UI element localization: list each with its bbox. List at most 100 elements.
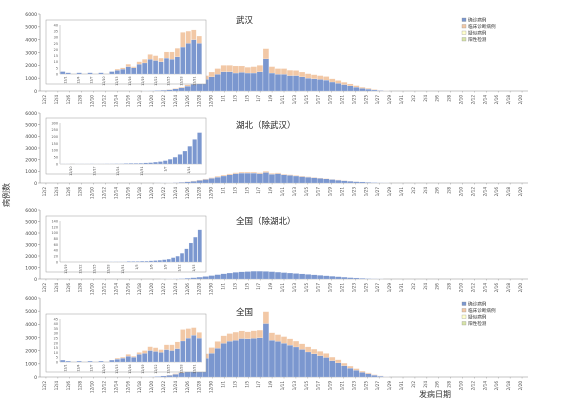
panel-title: 全国（除湖北） xyxy=(236,216,296,227)
panel-title: 湖北（除武汉） xyxy=(236,120,296,131)
x-tick-label: 1/13 xyxy=(292,381,297,391)
bar-confirmed xyxy=(256,271,263,280)
legend-label: 临床诊断病例 xyxy=(468,23,496,30)
legend-swatch xyxy=(461,301,467,306)
y-tick-label: 3000 xyxy=(25,146,37,152)
bar-clinical xyxy=(250,172,257,174)
inset-x-tick-label: 12/10 xyxy=(102,77,106,86)
inset-y-tick-label: 30 xyxy=(54,332,58,336)
y-tick-label: 2000 xyxy=(25,254,37,260)
inset-y-tick-label: 25 xyxy=(54,42,58,46)
bar-confirmed xyxy=(347,181,354,184)
x-tick-label: 1/11 xyxy=(280,283,285,293)
inset-y-tick-label: 0 xyxy=(56,72,58,76)
inset-bar-clinical xyxy=(120,357,126,359)
bar-confirmed xyxy=(256,337,263,378)
x-tick-label: 2/4 xyxy=(423,381,428,388)
bar-clinical xyxy=(238,330,245,339)
inset-y-tick-label: 60 xyxy=(54,243,58,247)
x-tick-label: 2/6 xyxy=(435,381,440,388)
bar-confirmed xyxy=(323,178,330,184)
x-tick-label: 2/16 xyxy=(494,187,499,197)
x-tick-label: 2/6 xyxy=(435,283,440,290)
x-tick-label: 1/23 xyxy=(351,187,356,197)
x-tick-label: 2/12 xyxy=(470,95,475,105)
x-tick-label: 1/29 xyxy=(387,283,392,293)
inset-bar-confirmed xyxy=(158,61,164,75)
inset-bar-confirmed xyxy=(171,257,176,263)
x-tick-label: 1/15 xyxy=(304,283,309,293)
x-tick-label: 12/8 xyxy=(78,381,83,391)
bar-clinical xyxy=(341,82,348,85)
bar-clinical xyxy=(262,171,269,173)
bar-clinical xyxy=(305,73,312,79)
x-tick-label: 2/18 xyxy=(506,283,511,293)
inset-bar-confirmed xyxy=(163,58,170,75)
x-tick-label: 2/12 xyxy=(470,283,475,293)
legend-swatch xyxy=(461,321,467,326)
bar-clinical xyxy=(353,368,360,371)
bar-confirmed xyxy=(317,355,324,378)
bar-confirmed xyxy=(281,174,287,184)
y-tick-label: 0 xyxy=(34,375,37,381)
bar-confirmed xyxy=(202,276,209,280)
bar-confirmed xyxy=(256,173,263,184)
x-tick-label: 12/10 xyxy=(90,187,95,199)
bar-clinical xyxy=(250,66,257,74)
x-tick-label: 1/7 xyxy=(256,381,261,388)
bar-clinical xyxy=(244,172,251,174)
y-tick-label: 6000 xyxy=(25,208,37,214)
inset-bar-confirmed xyxy=(125,66,131,75)
inset-bar-clinical xyxy=(142,59,148,64)
bar-clinical xyxy=(214,341,221,349)
inset-bar-confirmed xyxy=(197,132,202,165)
x-tick-label: 2/14 xyxy=(482,95,487,105)
x-tick-label: 12/26 xyxy=(185,187,190,199)
inset-y-tick-label: 45 xyxy=(54,317,58,321)
inset-bar-confirmed xyxy=(142,353,148,363)
inset-bar-confirmed xyxy=(131,67,137,75)
inset-bar-clinical xyxy=(114,69,120,71)
inset-frame xyxy=(45,215,207,273)
y-tick-label: 4000 xyxy=(25,231,37,237)
x-tick-label: 12/18 xyxy=(137,381,142,393)
x-tick-label: 12/16 xyxy=(125,283,130,295)
inset-y-tick-label: 15 xyxy=(54,346,58,350)
inset-x-tick-label: 12/17 xyxy=(93,167,97,176)
bar-clinical xyxy=(329,357,336,361)
x-tick-label: 1/31 xyxy=(399,95,404,105)
inset-bar-confirmed xyxy=(175,256,180,263)
inset-bar-clinical xyxy=(131,356,137,358)
inset-bar-confirmed xyxy=(120,69,126,75)
inset-bar-confirmed xyxy=(148,260,153,263)
x-tick-label: 1/3 xyxy=(232,283,237,290)
inset-y-tick-label: 5 xyxy=(56,356,58,360)
bar-confirmed xyxy=(287,272,294,280)
panel-title: 武汉 xyxy=(236,15,254,26)
bar-confirmed xyxy=(262,172,269,184)
x-tick-label: 1/3 xyxy=(232,187,237,194)
x-tick-label: 1/27 xyxy=(375,283,380,293)
y-tick-label: 3000 xyxy=(25,50,37,56)
x-tick-label: 1/11 xyxy=(280,381,285,391)
x-tick-label: 1/17 xyxy=(316,381,321,391)
x-tick-label: 2/14 xyxy=(482,283,487,293)
inset-x-tick-label: 1/14 xyxy=(187,167,191,174)
y-tick-label: 0 xyxy=(34,89,37,95)
inset-bar-clinical xyxy=(191,327,197,336)
bar-clinical xyxy=(353,85,360,88)
bar-confirmed xyxy=(305,177,312,184)
x-tick-label: 1/23 xyxy=(351,283,356,293)
x-tick-label: 1/21 xyxy=(340,283,345,293)
inset-x-tick-label: 1/15 xyxy=(192,265,196,272)
bar-confirmed xyxy=(311,78,318,92)
bar-clinical xyxy=(293,70,300,76)
bar-confirmed xyxy=(353,370,360,378)
bar-confirmed xyxy=(184,181,191,184)
bar-clinical xyxy=(371,374,378,376)
bar-clinical xyxy=(214,176,221,178)
x-tick-label: 12/22 xyxy=(161,187,166,199)
bar-confirmed xyxy=(347,277,354,280)
inset-bar-confirmed xyxy=(98,360,104,363)
